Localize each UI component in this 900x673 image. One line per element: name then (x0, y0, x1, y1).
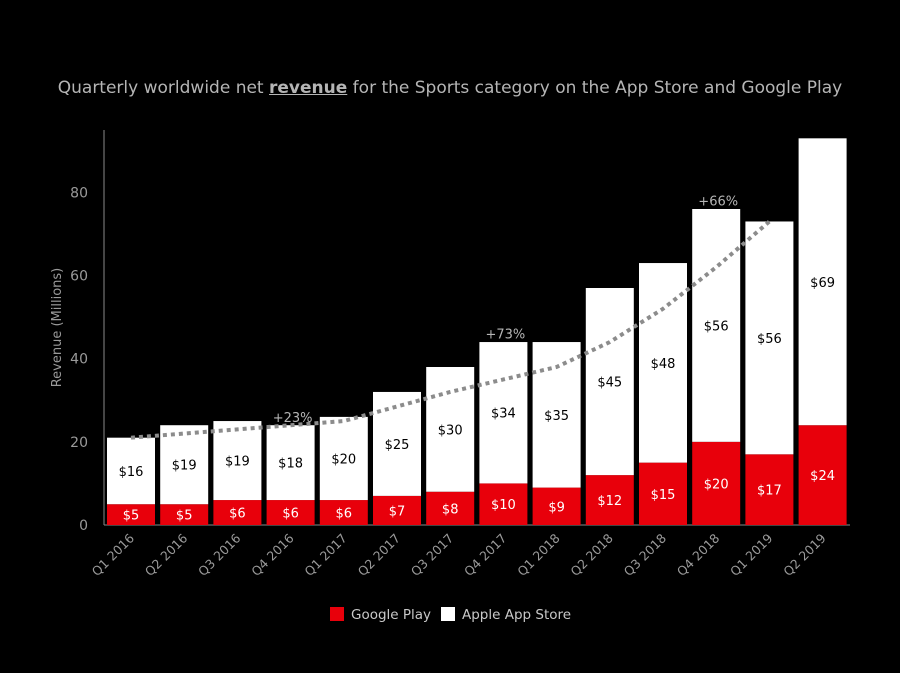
legend-swatch-google-play (330, 607, 344, 621)
bar-apple-app-store (745, 221, 794, 455)
data-label-apple-app-store: $69 (810, 276, 835, 291)
x-tick-label: Q2 2016 (142, 530, 191, 579)
trend-line-dotted (130, 219, 771, 440)
legend-label-apple-app-store: Apple App Store (462, 607, 571, 623)
x-tick-label: Q3 2018 (621, 530, 670, 579)
data-label-google-play: $17 (757, 484, 782, 499)
bar-google-play (213, 500, 262, 525)
growth-annotation: +66% (698, 195, 738, 210)
x-tick-label: Q4 2018 (674, 530, 723, 579)
bar-apple-app-store (692, 209, 741, 442)
bar-google-play (745, 454, 794, 525)
data-label-apple-app-store: $45 (597, 376, 622, 391)
data-label-google-play: $20 (704, 477, 729, 492)
trend-line: +23% +73% +66% (130, 195, 771, 440)
y-axis-label: Revenue (Millions) (50, 268, 65, 388)
bar-apple-app-store (160, 425, 209, 505)
x-tick-label: Q1 2019 (727, 530, 776, 579)
data-label-apple-app-store: $20 (331, 452, 356, 467)
legend-label-google-play: Google Play (351, 607, 431, 623)
bar-apple-app-store (426, 367, 475, 492)
bar-google-play (266, 500, 315, 525)
x-tick-label: Q1 2016 (89, 530, 138, 579)
bar-google-play (373, 495, 421, 525)
growth-annotation: +73% (486, 328, 526, 343)
data-label-apple-app-store: $35 (544, 409, 569, 424)
bar-google-play (426, 491, 475, 525)
y-tick-label: 0 (79, 518, 88, 534)
x-tick-label: Q2 2017 (355, 531, 403, 579)
bar-apple-app-store (585, 288, 634, 476)
y-tick-label: 20 (70, 435, 88, 451)
bar-apple-app-store (266, 425, 315, 501)
legend: Google Play Apple App Store (330, 607, 571, 623)
legend-swatch-apple-app-store (441, 607, 455, 621)
data-label-apple-app-store: $30 (438, 423, 463, 438)
data-label-apple-app-store: $56 (757, 332, 782, 347)
data-label-apple-app-store: $48 (651, 357, 676, 372)
bar-google-play (692, 441, 741, 525)
data-label-apple-app-store: $19 (225, 455, 250, 470)
y-tick-label: 80 (70, 185, 88, 201)
bar-google-play (160, 504, 209, 525)
data-label-google-play: $6 (229, 507, 246, 522)
bar-apple-app-store (373, 391, 421, 496)
y-tick-label: 60 (70, 269, 88, 285)
data-label-google-play: $12 (597, 494, 622, 509)
title-suffix: for the Sports category on the App Store… (347, 78, 843, 98)
data-label-google-play: $5 (123, 509, 140, 524)
data-label-apple-app-store: $18 (278, 457, 303, 472)
bar-google-play (319, 500, 368, 525)
data-label-google-play: $5 (176, 509, 193, 524)
data-label-google-play: $10 (491, 498, 516, 513)
bar-apple-app-store (213, 421, 262, 501)
bar-google-play (585, 475, 634, 525)
x-tick-label: Q1 2017 (301, 531, 349, 579)
data-label-apple-app-store: $16 (119, 465, 144, 480)
data-label-google-play: $8 (442, 502, 459, 517)
x-tick-label: Q4 2016 (248, 530, 297, 579)
data-label-apple-app-store: $34 (491, 407, 516, 422)
bar-apple-app-store (319, 416, 368, 501)
data-label-google-play: $6 (282, 507, 299, 522)
y-tick-label: 40 (70, 352, 88, 368)
data-label-google-play: $24 (810, 469, 835, 484)
x-tick-label: Q3 2016 (195, 530, 244, 579)
chart-title: Quarterly worldwide net revenue for the … (0, 78, 900, 98)
growth-annotation: +23% (273, 411, 313, 426)
data-label-google-play: $15 (651, 488, 676, 503)
bar-apple-app-store (107, 437, 155, 505)
bar-google-play (107, 504, 155, 525)
data-label-apple-app-store: $25 (385, 438, 410, 453)
x-tick-label: Q2 2019 (780, 530, 829, 579)
bar-google-play (798, 425, 847, 525)
bars: $5 $16 $5 $19 $6 $19 $6 $18 $6 $20 $7 $25 $8 $30 $10 $3… (107, 138, 847, 525)
bar-google-play (639, 462, 687, 525)
bar-apple-app-store (798, 138, 847, 426)
title-prefix: Quarterly worldwide net (57, 78, 270, 98)
x-tick-label: Q2 2018 (567, 530, 616, 579)
bar-google-play (479, 483, 528, 525)
data-label-apple-app-store: $56 (704, 319, 729, 334)
data-label-google-play: $6 (336, 507, 353, 522)
data-label-google-play: $9 (548, 500, 565, 515)
data-label-google-play: $7 (389, 504, 406, 519)
x-tick-label: Q1 2018 (514, 530, 563, 579)
data-label-apple-app-store: $19 (172, 459, 197, 474)
x-tick-label: Q3 2017 (408, 531, 456, 579)
x-tick-label: Q4 2017 (461, 531, 509, 579)
title-emphasis: revenue (269, 78, 348, 98)
bar-apple-app-store (639, 263, 687, 463)
bar-apple-app-store (479, 342, 528, 484)
bar-google-play (532, 487, 581, 525)
